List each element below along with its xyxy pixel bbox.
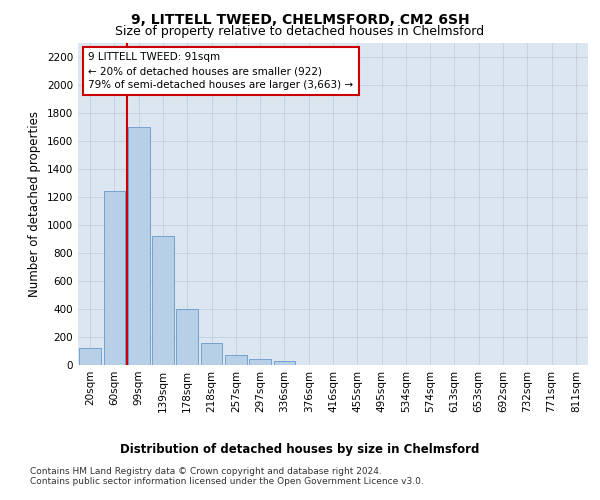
Bar [249,360,271,365]
Bar [128,126,149,365]
Y-axis label: Number of detached properties: Number of detached properties [28,111,41,296]
Text: Contains public sector information licensed under the Open Government Licence v3: Contains public sector information licen… [30,478,424,486]
Text: Contains HM Land Registry data © Crown copyright and database right 2024.: Contains HM Land Registry data © Crown c… [30,468,382,476]
Text: 9, LITTELL TWEED, CHELMSFORD, CM2 6SH: 9, LITTELL TWEED, CHELMSFORD, CM2 6SH [131,12,469,26]
Bar [152,236,174,365]
Bar [200,344,223,365]
Bar [79,348,101,365]
Bar [104,191,125,365]
Bar [176,309,198,365]
Text: Distribution of detached houses by size in Chelmsford: Distribution of detached houses by size … [121,442,479,456]
Bar [225,355,247,365]
Text: 9 LITTELL TWEED: 91sqm
← 20% of detached houses are smaller (922)
79% of semi-de: 9 LITTELL TWEED: 91sqm ← 20% of detached… [88,52,353,90]
Bar [274,362,295,365]
Text: Size of property relative to detached houses in Chelmsford: Size of property relative to detached ho… [115,25,485,38]
